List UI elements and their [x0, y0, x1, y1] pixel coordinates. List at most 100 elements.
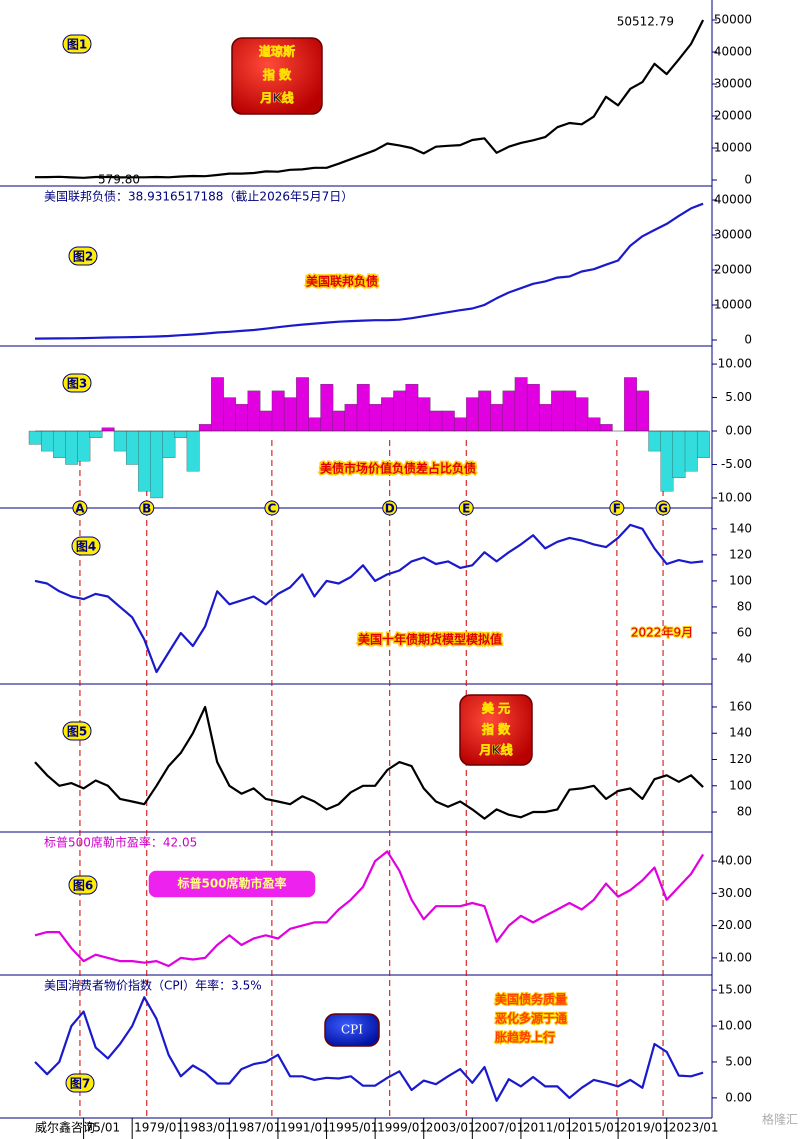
panel-badge	[68, 246, 98, 266]
area-bar	[441, 410, 455, 432]
area-bar	[490, 404, 504, 432]
area-bar	[417, 397, 431, 432]
area-bar	[332, 410, 346, 432]
area-bar	[393, 390, 407, 432]
event-label: F	[613, 502, 621, 516]
area-bar	[283, 397, 297, 432]
pill	[147, 869, 317, 899]
panel-title: 美国消费者物价指数（CPI）年率：3.5%	[44, 978, 262, 993]
area-bar	[514, 377, 528, 432]
y-tick-label: 30.00	[718, 886, 752, 900]
event-label: A	[75, 502, 85, 516]
event-marker	[72, 500, 88, 516]
y-tick-label: -10.00	[713, 490, 752, 504]
panel-badge	[62, 373, 92, 393]
event-label: D	[385, 502, 395, 516]
annotation: 美国联邦负债	[306, 274, 378, 289]
area-bar	[429, 410, 443, 432]
area-bar	[466, 397, 479, 432]
y-tick-label: 10.00	[718, 1019, 752, 1033]
y-tick-label: 120	[729, 547, 752, 561]
panel-label: 图7	[70, 1077, 90, 1091]
area-bar	[478, 390, 492, 432]
annotation: 月K线	[478, 742, 512, 757]
source-label: 威尔鑫咨询	[35, 1120, 95, 1135]
event-marker	[139, 500, 155, 516]
area-bar	[28, 430, 42, 445]
area-bar	[539, 404, 552, 432]
event-label: G	[658, 502, 668, 516]
panel-label: 图6	[73, 879, 93, 893]
area-bar	[211, 377, 224, 432]
y-tick-label: 80	[737, 599, 752, 613]
area-bar	[636, 390, 650, 432]
x-tick-label: 2011/01	[523, 1121, 573, 1135]
y-tick-label: 10.00	[718, 950, 752, 964]
area-bar	[259, 410, 273, 432]
area-bar	[101, 427, 115, 432]
area-bar	[308, 417, 322, 432]
event-marker	[264, 500, 280, 516]
annotation: 指 数	[263, 67, 292, 82]
area-bar	[89, 430, 103, 438]
annotation: 道琼斯	[259, 44, 295, 59]
y-tick-label: 40.00	[718, 854, 752, 868]
area-bar	[526, 384, 540, 432]
area-bar	[320, 384, 334, 432]
event-label: C	[267, 502, 276, 516]
event-marker	[655, 500, 671, 516]
annotation: 美债市场价值负债差占比负债	[320, 461, 476, 476]
annotation: 50512.79	[617, 15, 674, 29]
y-tick-label: 10000	[714, 141, 752, 155]
y-tick-label: 30000	[714, 228, 752, 242]
panel-badge	[71, 536, 101, 556]
area-bar	[368, 404, 382, 432]
area-bar	[150, 430, 164, 499]
y-tick-label: 20000	[714, 109, 752, 123]
x-tick-label: 1991/01	[280, 1121, 330, 1135]
y-tick-label: 5.00	[725, 1054, 752, 1068]
series-line	[34, 523, 704, 674]
y-tick-label: 30000	[714, 77, 752, 91]
panel-label: 图4	[76, 540, 96, 554]
area-bar	[356, 384, 370, 432]
event-marker	[458, 500, 474, 516]
y-tick-label: 140	[729, 726, 752, 740]
x-tick-label: 1999/01	[377, 1121, 427, 1135]
area-bar	[113, 430, 127, 452]
redbox	[459, 694, 533, 766]
area-bar	[223, 397, 237, 432]
y-tick-label: 0	[744, 333, 752, 347]
annotation: 美国债务质量	[495, 992, 567, 1007]
area-bar	[551, 390, 565, 432]
event-marker	[382, 500, 398, 516]
panel-badge	[68, 875, 98, 895]
series-line	[34, 202, 704, 340]
series-line	[34, 705, 704, 820]
x-tick-label: 75/01	[86, 1121, 121, 1135]
series-line	[34, 850, 705, 968]
y-tick-label: 120	[729, 752, 752, 766]
panel-badge	[62, 721, 92, 741]
area-bar	[235, 404, 249, 432]
redbox	[231, 37, 323, 115]
area-bar	[660, 430, 674, 492]
event-label: B	[142, 502, 151, 516]
y-tick-label: 60	[737, 625, 752, 639]
area-bar	[672, 430, 686, 479]
area-bar	[599, 424, 613, 432]
panel-title: 美国联邦负债：38.9316517188（截止2026年5月7日）	[44, 190, 353, 204]
area-bar	[563, 390, 577, 432]
annotation: 2022年9月	[631, 626, 693, 640]
annotation: 579.80	[98, 173, 140, 187]
x-tick-label: 2023/01	[669, 1121, 719, 1135]
annotation: CPI	[341, 1023, 363, 1037]
y-tick-label: 40000	[714, 193, 752, 207]
area-bar	[684, 430, 698, 472]
panel-badge	[62, 34, 92, 54]
area-bar	[138, 430, 151, 492]
x-tick-label: 1983/01	[183, 1121, 233, 1135]
y-tick-label: -5.00	[721, 457, 752, 471]
area-bar	[296, 377, 309, 432]
